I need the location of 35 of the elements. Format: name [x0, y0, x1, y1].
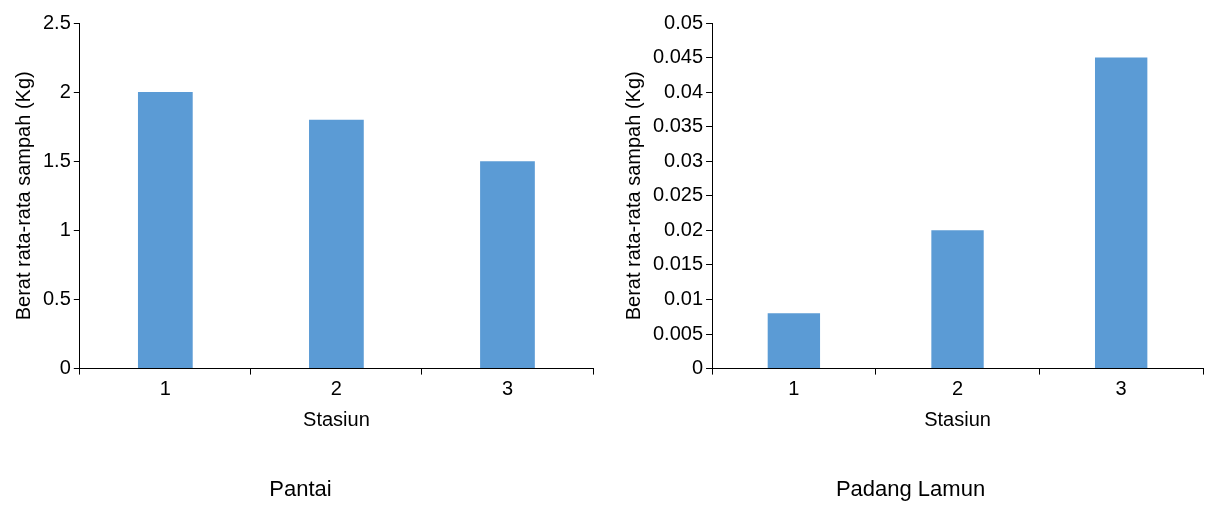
x-axis-title: Stasiun: [924, 408, 991, 431]
y-tick-label: 0.045: [652, 45, 704, 68]
text: Pantai: [269, 475, 332, 501]
text: Padang Lamun: [835, 475, 986, 501]
y-tick-label: 0: [691, 356, 704, 379]
bar: [309, 119, 364, 369]
y-tick-label: 0.04: [664, 79, 704, 102]
y-tick-label: 0.05: [664, 10, 704, 33]
y-tick-label: 2: [59, 79, 71, 102]
x-tick-label: 2: [330, 377, 342, 400]
bar: [1094, 57, 1148, 369]
bar: [931, 230, 984, 369]
y-tick-label: 0.02: [664, 217, 704, 240]
y-axis-title: Berat rata-rata sampah (Kg): [11, 71, 34, 321]
y-tick-label: 0.015: [652, 252, 704, 275]
x-tick-label: 3: [1115, 377, 1127, 400]
y-tick-label: 0.025: [652, 183, 704, 206]
y-axis-title: Berat rata-rata sampah (Kg): [621, 71, 644, 321]
bar: [480, 161, 535, 369]
y-tick-label: 2.5: [42, 10, 71, 33]
x-tick-label: 1: [159, 377, 171, 400]
y-tick-label: 0.01: [664, 287, 704, 309]
x-tick-label: 1: [788, 377, 800, 400]
y-tick-label: 1.5: [42, 148, 71, 171]
y-tick-label: 0.035: [652, 114, 704, 137]
bar: [137, 92, 193, 369]
y-tick-label: 1: [59, 217, 71, 240]
bar: [767, 313, 821, 369]
x-tick-label: 2: [951, 377, 964, 400]
y-tick-label: 0.005: [652, 321, 704, 344]
y-tick-label: 0.5: [42, 287, 71, 309]
y-tick-label: 0: [59, 356, 71, 379]
x-axis-title: Stasiun: [303, 408, 370, 431]
y-tick-label: 0.03: [664, 148, 704, 171]
x-tick-label: 3: [501, 377, 514, 400]
